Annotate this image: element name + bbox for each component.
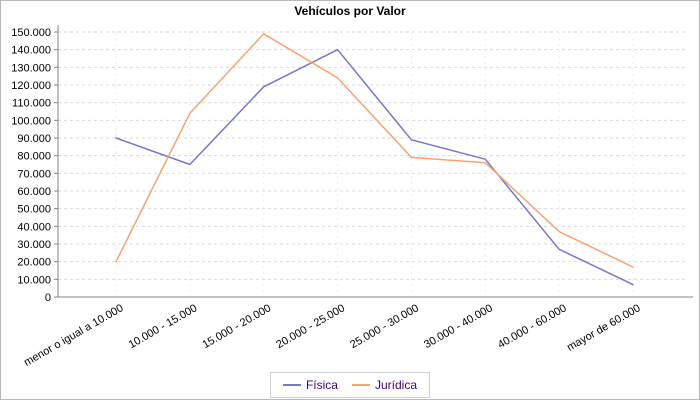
legend-item-fisica: Física — [282, 378, 338, 392]
legend-item-juridica: Jurídica — [351, 378, 418, 392]
y-tick-label: 150.000 — [11, 27, 51, 39]
y-tick-label: 140.000 — [11, 45, 51, 57]
y-tick-label: 120.000 — [11, 80, 51, 92]
chart-title: Vehículos por Valor — [294, 4, 406, 18]
y-tick-label: 20.000 — [17, 257, 51, 269]
x-category-label: menor o igual a 10.000 — [22, 302, 125, 369]
legend: Física Jurídica — [269, 372, 431, 398]
y-tick-label: 30.000 — [17, 239, 51, 251]
y-tick-label: 100.000 — [11, 115, 51, 127]
legend-label: Jurídica — [374, 378, 418, 392]
series-line-juridica — [115, 33, 634, 268]
y-tick-label: 110.000 — [12, 98, 51, 110]
plot-area: 0 10.000 20.000 30.000 40.000 50.000 60.000 70.… — [11, 25, 693, 369]
x-category-label: 20.000 - 25.000 — [274, 302, 347, 351]
y-tick-label: 10.000 — [17, 274, 51, 286]
y-tick-label: 40.000 — [17, 221, 51, 233]
x-category-label: 30.000 - 40.000 — [422, 302, 495, 351]
x-category-label: 25.000 - 30.000 — [348, 302, 421, 351]
legend-line-swatch — [351, 384, 370, 386]
y-tick-label: 70.000 — [17, 168, 51, 180]
legend-line-swatch — [282, 384, 301, 386]
y-tick-label: 50.000 — [17, 204, 51, 216]
y-tick-label: 90.000 — [17, 133, 51, 145]
y-tick-label: 60.000 — [17, 186, 51, 198]
series-line-fisica — [115, 48, 634, 286]
x-category-label: 10.000 - 15.000 — [127, 302, 200, 351]
legend-label: Física — [305, 378, 338, 392]
y-tick-label: 0 — [45, 292, 51, 304]
y-tick-label: 80.000 — [17, 151, 51, 163]
x-category-label: 40.000 - 60.000 — [496, 302, 569, 351]
x-category-label: mayor de 60.000 — [565, 302, 643, 354]
x-category-label: 15.000 - 20.000 — [200, 302, 273, 351]
y-tick-label: 130.000 — [11, 62, 51, 74]
